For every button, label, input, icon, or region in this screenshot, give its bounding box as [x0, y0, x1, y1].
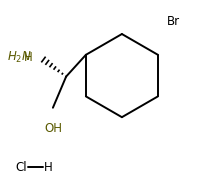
Text: Br: Br: [167, 15, 180, 28]
Text: H: H: [24, 51, 33, 64]
Text: Cl: Cl: [15, 161, 27, 174]
Text: $H_2N$: $H_2N$: [7, 50, 32, 65]
Text: OH: OH: [44, 122, 62, 135]
Text: H: H: [44, 161, 53, 174]
